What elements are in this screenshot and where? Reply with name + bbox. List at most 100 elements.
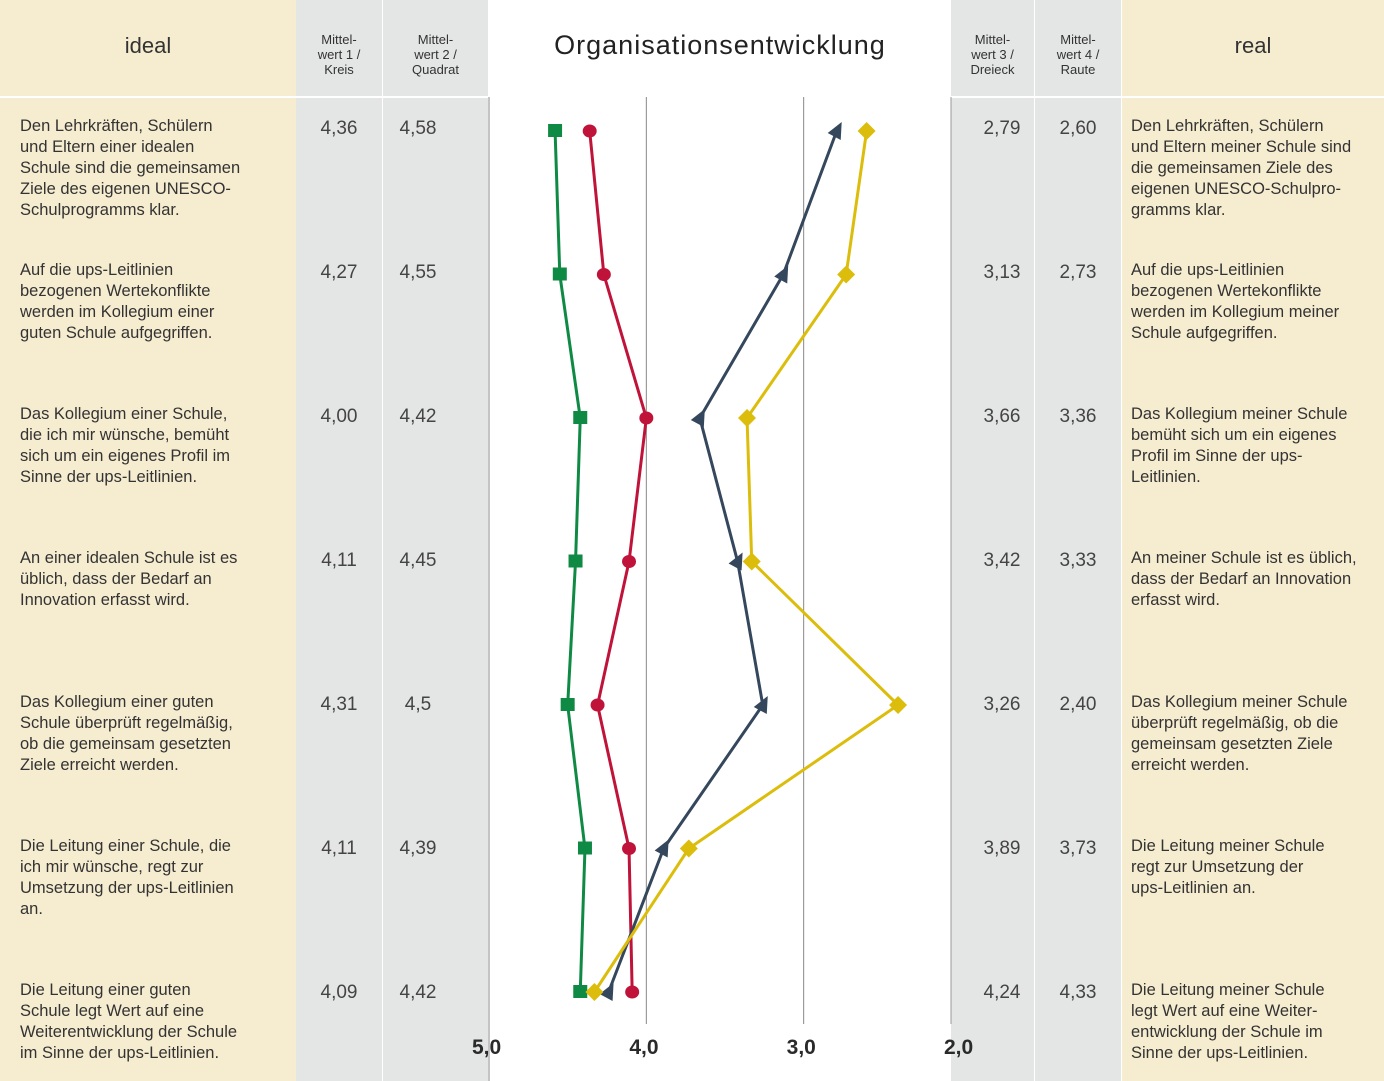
real-text-line: bemüht sich um ein eigenes [1131,426,1337,444]
ideal-text-line: Die Leitung einer Schule, die [20,837,231,855]
mean4-value: 3,33 [1059,550,1097,571]
header-mean3-line3: Dreieck [970,62,1015,77]
mean4-value: 2,40 [1059,694,1097,715]
mean4-value: 3,73 [1059,838,1097,859]
ideal-text-line: Schulprogramms klar. [20,201,180,219]
header-mean2: Mittel- wert 2 / Quadrat [383,32,488,77]
square-marker [548,124,563,137]
header-mean3: Mittel- wert 3 / Dreieck [951,32,1034,77]
ideal-text-line: Die Leitung einer guten [20,981,191,999]
ideal-text-line: Umsetzung der ups-Leitlinien [20,879,234,897]
mean4-value: 3,36 [1059,406,1097,427]
real-text-line: gemeinsam gesetzten Ziele [1131,735,1333,753]
mean4-value: 2,73 [1059,262,1097,283]
circle-marker [639,411,654,425]
real-text-line: Schule aufgegriffen. [1131,324,1278,342]
x-tick-label: 5,0 [472,1036,502,1059]
ideal-statement: Das Kollegium einer Schule, die ich mir w… [20,404,290,488]
real-text-line: Profil im Sinne der ups- [1131,447,1303,465]
mean2-value: 4,5 [404,694,432,715]
ideal-text-line: Sinne der ups-Leitlinien. [20,468,198,486]
mean3-value: 3,42 [983,550,1021,571]
real-text-line: erfasst wird. [1131,591,1220,609]
ideal-text-line: werden im Kollegium einer [20,303,215,321]
header-mean4-line1: Mittel- [1060,32,1096,47]
real-column [1122,0,1384,1081]
header-mean1-line3: Kreis [324,62,354,77]
series-line [607,130,839,993]
mean2-value: 4,58 [399,118,437,139]
mean2-value: 4,55 [399,262,437,283]
ideal-text-line: Schule legt Wert auf eine [20,1002,205,1020]
ideal-text-line: Innovation erfasst wird. [20,591,190,609]
mean3-value: 3,26 [983,694,1021,715]
real-text-line: Auf die ups-Leitlinien [1131,261,1285,279]
header-mean1-line2: wert 1 / [317,47,361,62]
circle-marker [582,124,597,138]
ideal-text-line: Schule sind die gemeinsamen [20,159,241,177]
mean3-value: 3,66 [983,406,1021,427]
real-text-line: Die Leitung meiner Schule [1131,837,1325,855]
ideal-text-line: Ziele erreicht werden. [20,756,179,774]
ideal-text-line: sich um ein eigenes Profil im [20,447,231,465]
real-text-line: An meiner Schule ist es üblich, [1131,549,1357,567]
real-statement: Das Kollegium meiner Schule überprüft reg… [1131,692,1383,776]
triangle-marker [599,983,614,1001]
header-mean4: Mittel- wert 4 / Raute [1035,32,1121,77]
x-tick-label: 4,0 [629,1036,659,1059]
ideal-text-line: Das Kollegium einer guten [20,693,214,711]
square-marker [573,985,588,998]
ideal-text-line: Ziele des eigenen UNESCO- [20,180,231,198]
ideal-text-line: ob die gemeinsam gesetzten [20,735,231,753]
header-mean2-line2: wert 2 / [414,47,457,62]
diamond-marker [857,122,876,140]
circle-marker [625,985,640,999]
x-tick-label: 2,0 [944,1036,974,1059]
real-text-line: Das Kollegium meiner Schule [1131,405,1348,423]
circle-marker [590,698,605,712]
mean3-value: 2,79 [983,118,1021,139]
mean3-column [951,0,1034,1081]
header-mean3-line1: Mittel- [974,32,1011,47]
mean4-value: 4,33 [1059,982,1097,1003]
real-text-line: regt zur Umsetzung der [1131,858,1304,876]
real-text-line: ups-Leitlinien an. [1131,879,1256,897]
mean1-column [296,0,382,1081]
header-mean2-line3: Quadrat [412,62,459,77]
chart-title: Organisationsentwicklung [554,30,886,60]
real-text-line: Die Leitung meiner Schule [1131,981,1325,999]
real-text-line: eigenen UNESCO-Schulpro- [1131,180,1342,198]
header-real: real [1234,33,1272,58]
diamond-marker [738,409,757,427]
triangle-marker [728,552,743,571]
triangle-marker [774,265,789,284]
mean2-column [383,0,488,1081]
mean1-value: 4,27 [320,262,358,283]
chart-column [489,0,951,1081]
diamond-marker [585,983,604,1001]
mean3-value: 4,24 [983,982,1021,1003]
ideal-statement: Die Leitung einer guten Schule legt Wert … [20,980,290,1064]
real-text-line: legt Wert auf eine Weiter- [1131,1002,1318,1020]
ideal-text-line: Auf die ups-Leitlinien [20,261,174,279]
real-text-line: Den Lehrkräften, Schülern [1131,117,1324,135]
ideal-text-line: ich mir wünsche, regt zur [20,858,204,876]
mean1-value: 4,00 [320,406,358,427]
circle-marker [622,555,637,568]
diamond-marker [837,265,856,284]
header-mean1-line1: Mittel- [321,32,357,47]
real-statement: Auf die ups-Leitlinien bezogenen Wertekon… [1131,260,1383,344]
real-text-line: überprüft regelmäßig, ob die [1131,714,1339,732]
diamond-marker [742,552,761,571]
mean3-value: 3,89 [983,838,1021,859]
real-text-line: die gemeinsamen Ziele des [1131,159,1333,177]
ideal-text-line: Das Kollegium einer Schule, [20,405,228,423]
mean1-value: 4,11 [321,550,357,571]
real-text-line: Leitlinien. [1131,468,1201,486]
mean2-value: 4,42 [399,982,437,1003]
diamond-marker [889,696,908,714]
ideal-text-line: üblich, dass der Bedarf an [20,570,212,588]
ideal-text-line: Weiterentwicklung der Schule [20,1023,238,1041]
circle-marker [622,842,637,855]
